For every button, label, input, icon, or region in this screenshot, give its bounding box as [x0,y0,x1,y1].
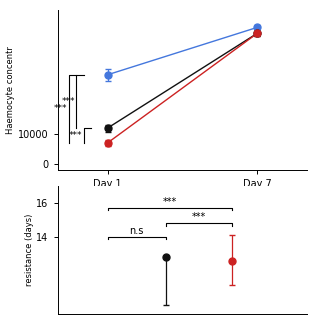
Y-axis label: Haemocyte concentr: Haemocyte concentr [6,46,15,133]
X-axis label: Day since eclosion: Day since eclosion [137,191,228,201]
Text: ***: *** [163,197,177,207]
Text: ***: *** [69,131,83,140]
Text: ***: *** [61,97,75,106]
Text: ***: *** [192,212,206,222]
Y-axis label: resistance (days): resistance (days) [25,213,34,286]
Text: n.s: n.s [130,226,144,236]
Text: ***: *** [54,104,68,113]
